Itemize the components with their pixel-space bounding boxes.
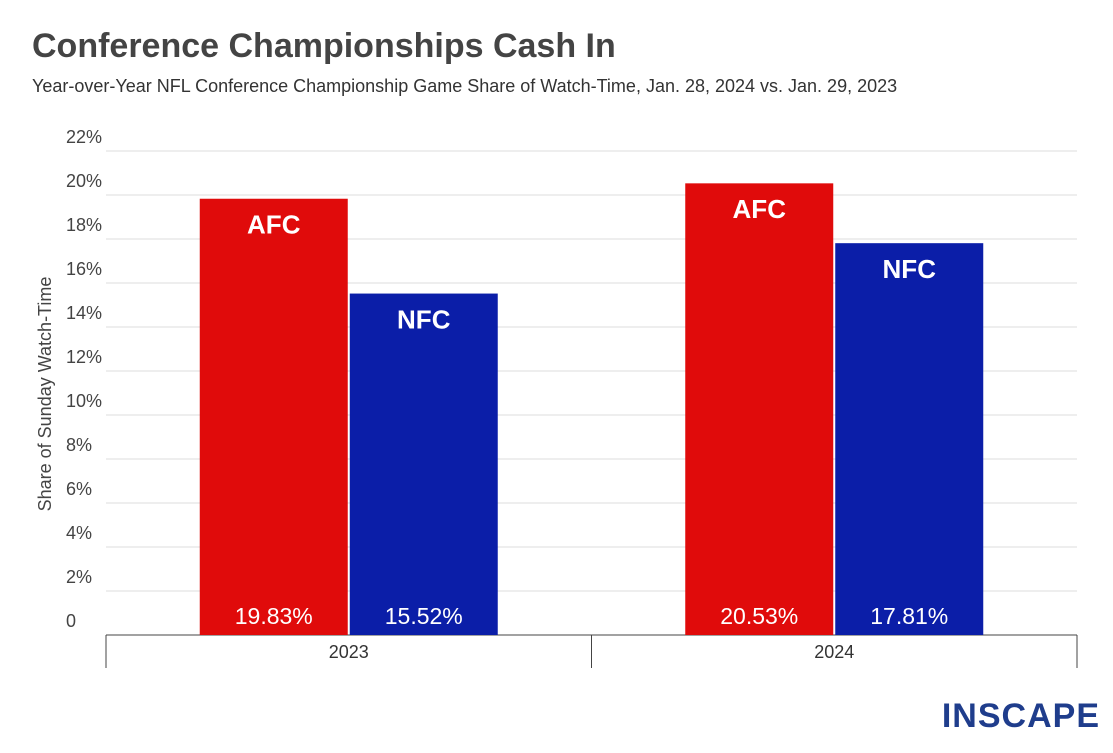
y-tick-label: 14%: [66, 303, 102, 323]
y-tick-label: 22%: [66, 127, 102, 147]
y-tick-label: 4%: [66, 523, 92, 543]
data-label: 15.52%: [385, 603, 463, 629]
y-axis-label: Share of Sunday Watch-Time: [35, 277, 55, 512]
bar-series-label: NFC: [883, 254, 937, 284]
bar: [835, 243, 984, 635]
bar-series-label: NFC: [397, 304, 451, 334]
bar: [685, 183, 834, 635]
y-tick-label: 12%: [66, 347, 102, 367]
y-tick-label: 16%: [66, 259, 102, 279]
brand-logo: INSCAPE: [942, 697, 1100, 735]
data-label: 17.81%: [870, 603, 948, 629]
x-tick-label: 2023: [329, 642, 369, 662]
chart-subtitle: Year-over-Year NFL Conference Championsh…: [32, 76, 897, 96]
x-tick-label: 2024: [814, 642, 854, 662]
bar: [349, 293, 498, 635]
data-label: 20.53%: [720, 603, 798, 629]
bar-series-label: AFC: [247, 210, 301, 240]
y-tick-label: 6%: [66, 479, 92, 499]
y-tick-label: 8%: [66, 435, 92, 455]
chart-title: Conference Championships Cash In: [32, 27, 616, 65]
y-tick-label: 0: [66, 611, 76, 631]
y-tick-label: 20%: [66, 171, 102, 191]
y-tick-label: 10%: [66, 391, 102, 411]
data-label: 19.83%: [235, 603, 313, 629]
y-tick-label: 2%: [66, 567, 92, 587]
bar: [199, 198, 348, 636]
y-tick-label: 18%: [66, 215, 102, 235]
bar-series-label: AFC: [733, 194, 787, 224]
